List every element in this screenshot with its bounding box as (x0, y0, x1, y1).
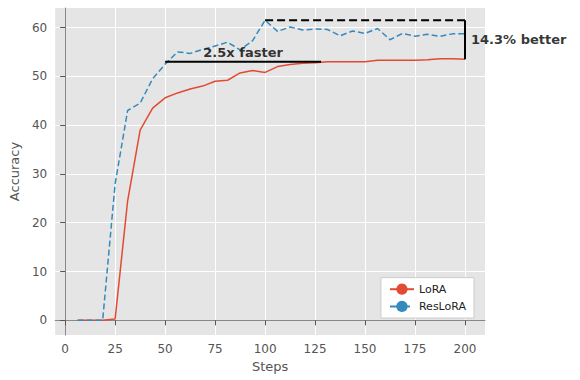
svg-text:10: 10 (32, 265, 47, 279)
svg-text:75: 75 (207, 342, 222, 356)
svg-text:60: 60 (32, 21, 47, 35)
svg-text:200: 200 (454, 342, 477, 356)
svg-text:LoRA: LoRA (419, 283, 447, 296)
svg-text:175: 175 (404, 342, 427, 356)
svg-text:0: 0 (40, 313, 48, 327)
svg-text:14.3% better: 14.3% better (471, 32, 567, 47)
svg-text:30: 30 (32, 167, 47, 181)
svg-text:2.5x faster: 2.5x faster (203, 45, 283, 60)
svg-text:100: 100 (254, 342, 277, 356)
svg-text:Steps: Steps (252, 359, 289, 374)
svg-text:0: 0 (61, 342, 69, 356)
svg-text:ResLoRA: ResLoRA (419, 300, 467, 313)
svg-text:40: 40 (32, 118, 47, 132)
svg-text:20: 20 (32, 216, 47, 230)
svg-text:50: 50 (157, 342, 172, 356)
svg-text:Accuracy: Accuracy (7, 142, 22, 202)
svg-text:50: 50 (32, 69, 47, 83)
svg-text:25: 25 (108, 342, 123, 356)
svg-text:125: 125 (304, 342, 327, 356)
svg-text:150: 150 (354, 342, 377, 356)
